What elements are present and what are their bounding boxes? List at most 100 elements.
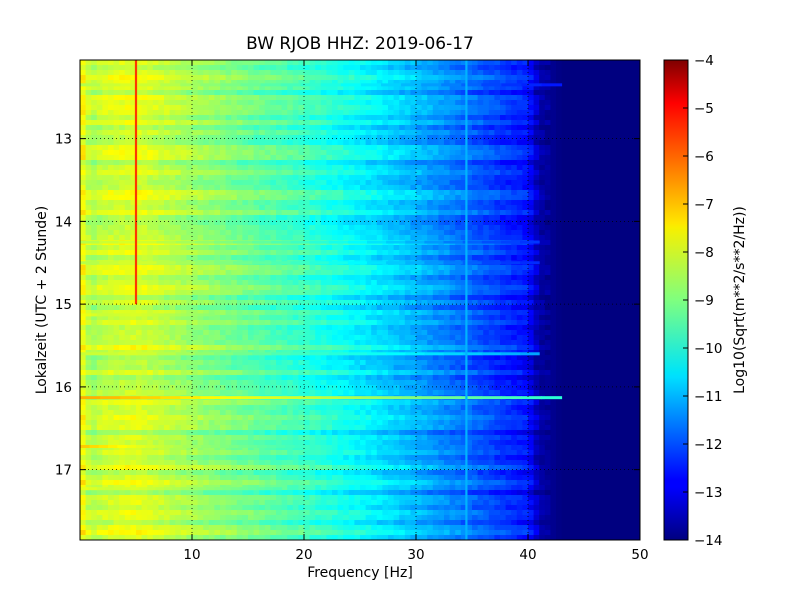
heatmap-cell bbox=[567, 85, 574, 91]
heatmap-cell bbox=[292, 125, 299, 131]
heatmap-cell bbox=[270, 200, 277, 206]
heatmap-cell bbox=[460, 235, 467, 241]
heatmap-cell bbox=[444, 105, 451, 111]
heatmap-cell bbox=[175, 175, 182, 181]
heatmap-cell bbox=[287, 85, 294, 91]
heatmap-cell bbox=[326, 185, 333, 191]
heatmap-cell bbox=[382, 245, 389, 251]
heatmap-cell bbox=[494, 215, 501, 221]
heatmap-cell bbox=[365, 75, 372, 81]
heatmap-cell bbox=[102, 175, 109, 181]
heatmap-cell bbox=[242, 220, 249, 226]
heatmap-cell bbox=[169, 215, 176, 221]
heatmap-cell bbox=[427, 90, 434, 96]
heatmap-cell bbox=[404, 200, 411, 206]
heatmap-cell bbox=[80, 195, 87, 201]
heatmap-cell bbox=[141, 250, 148, 256]
heatmap-cell bbox=[158, 205, 165, 211]
heatmap-cell bbox=[85, 280, 92, 286]
heatmap-cell bbox=[124, 80, 131, 86]
heatmap-cell bbox=[623, 205, 630, 211]
heatmap-cell bbox=[337, 230, 344, 236]
heatmap-cell bbox=[102, 70, 109, 76]
heatmap-cell bbox=[208, 265, 215, 271]
heatmap-cell bbox=[259, 180, 266, 186]
heatmap-cell bbox=[225, 180, 232, 186]
heatmap-cell bbox=[214, 70, 221, 76]
heatmap-cell bbox=[320, 110, 327, 116]
heatmap-cell bbox=[432, 255, 439, 261]
heatmap-cell bbox=[332, 145, 339, 151]
heatmap-cell bbox=[152, 170, 159, 176]
heatmap-cell bbox=[152, 115, 159, 121]
heatmap-cell bbox=[264, 90, 271, 96]
heatmap-cell bbox=[404, 90, 411, 96]
heatmap-cell bbox=[466, 230, 473, 236]
heatmap-cell bbox=[561, 150, 568, 156]
heatmap-cell bbox=[410, 95, 417, 101]
heatmap-cell bbox=[152, 305, 159, 311]
heatmap-cell bbox=[595, 190, 602, 196]
heatmap-cell bbox=[494, 165, 501, 171]
heatmap-cell bbox=[612, 175, 619, 181]
heatmap-cell bbox=[584, 180, 591, 186]
heatmap-cell bbox=[539, 235, 546, 241]
heatmap-cell bbox=[404, 85, 411, 91]
heatmap-cell bbox=[158, 140, 165, 146]
heatmap-cell bbox=[522, 230, 529, 236]
heatmap-cell bbox=[494, 170, 501, 176]
heatmap-cell bbox=[124, 85, 131, 91]
heatmap-cell bbox=[477, 300, 484, 306]
heatmap-cell bbox=[337, 65, 344, 71]
heatmap-cell bbox=[460, 295, 467, 301]
heatmap-cell bbox=[516, 280, 523, 286]
heatmap-cell bbox=[175, 265, 182, 271]
heatmap-cell bbox=[180, 295, 187, 301]
heatmap-cell bbox=[253, 245, 260, 251]
heatmap-cell bbox=[438, 95, 445, 101]
heatmap-cell bbox=[180, 290, 187, 296]
heatmap-row bbox=[80, 235, 640, 241]
heatmap-cell bbox=[203, 155, 210, 161]
heatmap-cell bbox=[320, 255, 327, 261]
heatmap-cell bbox=[85, 295, 92, 301]
heatmap-cell bbox=[214, 265, 221, 271]
heatmap-cell bbox=[404, 140, 411, 146]
heatmap-cell bbox=[371, 105, 378, 111]
heatmap-cell bbox=[264, 300, 271, 306]
heatmap-cell bbox=[203, 305, 210, 311]
heatmap-cell bbox=[544, 150, 551, 156]
heatmap-cell bbox=[623, 65, 630, 71]
heatmap-cell bbox=[292, 220, 299, 226]
heatmap-cell bbox=[432, 270, 439, 276]
heatmap-cell bbox=[276, 290, 283, 296]
heatmap-cell bbox=[556, 145, 563, 151]
heatmap-cell bbox=[236, 280, 243, 286]
heatmap-cell bbox=[382, 175, 389, 181]
heatmap-cell bbox=[410, 130, 417, 136]
heatmap-cell bbox=[539, 255, 546, 261]
heatmap-cell bbox=[511, 190, 518, 196]
heatmap-cell bbox=[85, 120, 92, 126]
heatmap-cell bbox=[326, 160, 333, 166]
heatmap-cell bbox=[533, 130, 540, 136]
heatmap-cell bbox=[231, 200, 238, 206]
heatmap-cell bbox=[544, 275, 551, 281]
heatmap-cell bbox=[175, 190, 182, 196]
heatmap-cell bbox=[276, 210, 283, 216]
heatmap-cell bbox=[634, 195, 640, 201]
heatmap-cell bbox=[175, 205, 182, 211]
heatmap-cell bbox=[208, 270, 215, 276]
heatmap-cell bbox=[544, 75, 551, 81]
heatmap-cell bbox=[371, 160, 378, 166]
heatmap-cell bbox=[404, 70, 411, 76]
heatmap-cell bbox=[393, 165, 400, 171]
heatmap-cell bbox=[119, 305, 126, 311]
heatmap-cell bbox=[292, 140, 299, 146]
heatmap-cell bbox=[567, 75, 574, 81]
heatmap-cell bbox=[292, 170, 299, 176]
heatmap-cell bbox=[169, 230, 176, 236]
heatmap-cell bbox=[393, 230, 400, 236]
heatmap-cell bbox=[449, 185, 456, 191]
heatmap-cell bbox=[634, 240, 640, 246]
